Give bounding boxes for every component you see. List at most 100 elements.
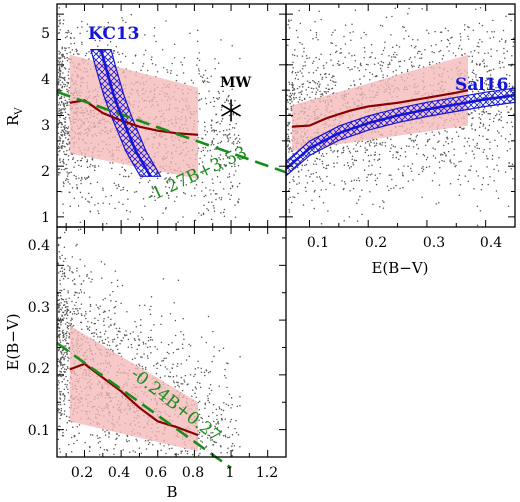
bl-point	[174, 319, 177, 322]
tr-point	[503, 47, 505, 50]
tr-point	[291, 70, 294, 73]
bl-point	[198, 431, 201, 434]
tl-point	[120, 189, 122, 192]
tl-point	[73, 197, 76, 200]
bl-point	[160, 449, 162, 452]
tr-point	[392, 53, 395, 56]
bl-point	[165, 357, 167, 359]
bl-point	[172, 351, 175, 354]
tl-point	[194, 219, 197, 222]
tl-point	[202, 81, 205, 84]
tl-point	[62, 129, 64, 132]
tr-point	[450, 37, 452, 39]
tr-point	[409, 137, 412, 140]
bl-point	[189, 373, 192, 376]
tr-point	[320, 154, 323, 157]
tl-point	[60, 97, 63, 100]
tr-point	[358, 69, 361, 72]
bl-point	[62, 392, 65, 395]
tl-point	[199, 108, 201, 110]
bl-point	[80, 303, 83, 305]
tr-point	[491, 154, 494, 157]
bl-point	[208, 434, 211, 437]
tr-point	[471, 123, 473, 125]
bl-point	[58, 298, 61, 301]
tr-point	[357, 67, 359, 69]
tr-point	[467, 180, 470, 183]
bl-point	[177, 348, 180, 350]
tl-point	[66, 85, 68, 87]
tr-point	[410, 170, 413, 172]
bl-point	[122, 337, 125, 339]
tr-point	[363, 56, 365, 59]
bl-point	[60, 323, 62, 326]
tr-point	[466, 141, 469, 143]
tl-point	[211, 120, 213, 122]
tr-point	[492, 85, 494, 87]
bl-point	[180, 382, 182, 385]
tl-point	[201, 138, 204, 140]
tl-point	[69, 183, 71, 185]
bl-point	[76, 425, 79, 428]
tl-point	[63, 128, 66, 131]
bl-point	[66, 366, 69, 368]
tr-point	[490, 69, 492, 71]
bl-point	[70, 436, 73, 439]
bl-point	[58, 330, 60, 332]
tr-point	[489, 118, 491, 120]
tl-point	[155, 40, 157, 43]
tl-point	[59, 69, 62, 72]
tl-point	[57, 132, 60, 134]
bl-point	[199, 386, 202, 388]
tr-point	[440, 39, 443, 42]
tr-point	[468, 55, 470, 58]
tr-point	[483, 65, 486, 68]
tl-point	[59, 161, 61, 164]
tl-point	[68, 130, 70, 133]
tr-point	[471, 128, 473, 130]
tr-point	[486, 30, 488, 33]
tl-point	[177, 221, 179, 223]
tl-point	[235, 137, 238, 139]
bl-point	[204, 403, 207, 406]
tl-point	[149, 179, 151, 182]
bl-point	[169, 371, 171, 374]
bl-point	[220, 409, 223, 411]
tl-point	[206, 77, 209, 80]
tl-point	[234, 138, 237, 140]
tr-point	[291, 71, 293, 74]
bl-point	[198, 454, 200, 457]
bl-point	[62, 339, 64, 342]
tr-point	[355, 179, 358, 182]
tl-point	[64, 136, 67, 139]
tr-point	[412, 179, 414, 181]
bl-point	[116, 336, 119, 339]
tl-point	[238, 198, 240, 200]
tl-point	[70, 32, 73, 35]
tr-point	[419, 50, 421, 53]
tr-point	[390, 138, 392, 141]
tr-point	[416, 52, 419, 54]
bl-point	[189, 344, 192, 347]
tr-point	[355, 144, 357, 146]
bl-point	[212, 403, 215, 406]
tl-point	[212, 129, 215, 131]
tr-point	[294, 92, 296, 95]
tl-point	[206, 207, 208, 210]
bl-point	[73, 283, 76, 285]
tr-point	[316, 176, 318, 178]
bl-point	[117, 330, 120, 333]
bl-point	[200, 371, 203, 374]
tr-point	[496, 164, 498, 167]
tl-point	[221, 167, 223, 169]
tr-point	[309, 175, 311, 178]
tr-point	[386, 137, 389, 139]
bl-point	[225, 377, 227, 379]
tr-point	[415, 153, 418, 155]
tr-point	[320, 189, 323, 191]
tr-point	[483, 82, 486, 84]
tr-point	[468, 113, 471, 116]
tr-point	[461, 54, 464, 56]
tr-point	[382, 61, 385, 64]
bl-point	[115, 438, 117, 440]
